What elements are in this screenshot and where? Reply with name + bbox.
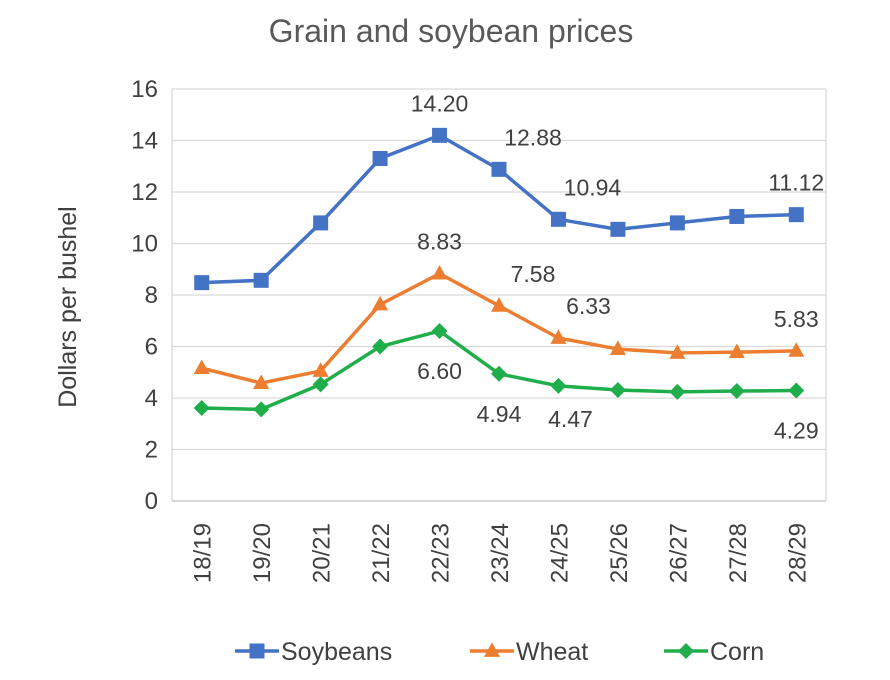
legend-item-soybeans: Soybeans <box>235 638 392 666</box>
x-tick-label: 27/28 <box>725 523 752 583</box>
y-tick-label: 2 <box>145 437 158 464</box>
corn-data-label: 6.60 <box>417 358 462 384</box>
wheat-marker <box>372 295 389 311</box>
x-tick-label: 24/25 <box>546 523 573 583</box>
corn-marker <box>550 377 567 394</box>
legend-item-corn: Corn <box>664 638 764 666</box>
corn-data-label: 4.29 <box>774 418 819 444</box>
x-tick-label: 19/20 <box>249 523 276 583</box>
legend-item-wheat: Wheat <box>470 638 588 666</box>
y-axis-title: Dollars per bushel <box>54 206 82 408</box>
soybeans-marker <box>372 151 388 167</box>
wheat-marker <box>431 264 448 280</box>
legend: Soybeans Wheat Corn <box>235 638 764 666</box>
wheat-marker <box>728 343 745 359</box>
y-tick-label: 16 <box>131 76 158 103</box>
chart-title: Grain and soybean prices <box>269 13 634 49</box>
soybeans-marker <box>729 208 745 224</box>
corn-marker <box>253 401 270 418</box>
legend-corn-label: Corn <box>710 638 764 666</box>
soybeans-marker <box>313 215 329 231</box>
y-tick-label: 12 <box>131 179 158 206</box>
x-tick-label: 21/22 <box>368 523 395 583</box>
wheat-data-label: 5.83 <box>774 306 819 332</box>
x-tick-labels: 18/19 19/20 20/21 21/22 22/23 23/24 24/25 25/26… <box>190 523 812 583</box>
legend-wheat-marker <box>484 642 500 657</box>
gridlines <box>172 88 826 451</box>
wheat-marker <box>669 344 686 359</box>
x-tick-label: 25/26 <box>606 523 633 583</box>
corn-marker <box>609 382 626 399</box>
series-wheat <box>193 264 805 389</box>
legend-wheat-label: Wheat <box>516 638 588 666</box>
soybeans-data-label: 11.12 <box>768 170 824 196</box>
corn-marker <box>491 365 507 382</box>
soybeans-line <box>201 133 797 285</box>
y-tick-labels: 0 2 4 6 8 10 12 14 16 <box>131 76 158 515</box>
wheat-marker <box>491 297 507 312</box>
wheat-marker <box>253 374 270 389</box>
soybeans-marker <box>432 127 448 143</box>
soybeans-marker <box>194 275 210 291</box>
wheat-marker <box>788 342 805 357</box>
wheat-data-label: 6.33 <box>566 293 611 319</box>
y-tick-label: 14 <box>131 128 158 155</box>
soybeans-data-label: 10.94 <box>564 174 622 200</box>
soybeans-marker <box>788 207 804 223</box>
legend-soybeans-marker <box>249 643 265 659</box>
series-soybeans <box>194 127 804 291</box>
wheat-marker <box>550 329 567 344</box>
corn-data-label: 4.94 <box>477 401 522 427</box>
corn-marker <box>312 376 329 393</box>
soybeans-data-label: 14.20 <box>411 90 469 116</box>
corn-marker <box>193 400 210 417</box>
y-tick-label: 0 <box>145 488 158 515</box>
axes <box>171 89 827 502</box>
soybeans-marker <box>491 161 507 177</box>
x-tick-label: 20/21 <box>309 523 336 583</box>
x-tick-label: 18/19 <box>190 523 217 583</box>
corn-marker <box>669 383 686 400</box>
y-tick-label: 4 <box>145 385 158 412</box>
x-tick-label: 28/29 <box>784 523 811 583</box>
corn-marker <box>431 323 448 340</box>
corn-marker <box>788 382 805 399</box>
wheat-marker <box>193 359 210 375</box>
corn-marker <box>728 383 745 400</box>
wheat-data-label: 7.58 <box>511 261 556 287</box>
y-tick-label: 8 <box>145 282 158 309</box>
series <box>193 127 805 418</box>
wheat-marker <box>312 362 329 377</box>
x-tick-label: 23/24 <box>487 523 514 583</box>
y-tick-label: 10 <box>131 231 158 258</box>
legend-soybeans-label: Soybeans <box>281 638 392 666</box>
corn-data-label: 4.47 <box>548 406 593 432</box>
x-tick-label: 26/27 <box>665 523 692 583</box>
wheat-marker <box>609 340 626 355</box>
wheat-data-label: 8.83 <box>417 229 462 255</box>
soybeans-marker <box>610 221 626 237</box>
soybeans-marker <box>550 211 566 227</box>
series-corn <box>193 323 805 418</box>
y-tick-label: 6 <box>145 334 158 361</box>
x-tick-label: 22/23 <box>428 523 455 583</box>
soybeans-marker <box>253 272 269 288</box>
legend-corn-marker <box>678 643 694 659</box>
soybeans-marker <box>669 215 685 231</box>
soybeans-data-label: 12.88 <box>504 124 562 150</box>
corn-marker <box>372 338 389 355</box>
